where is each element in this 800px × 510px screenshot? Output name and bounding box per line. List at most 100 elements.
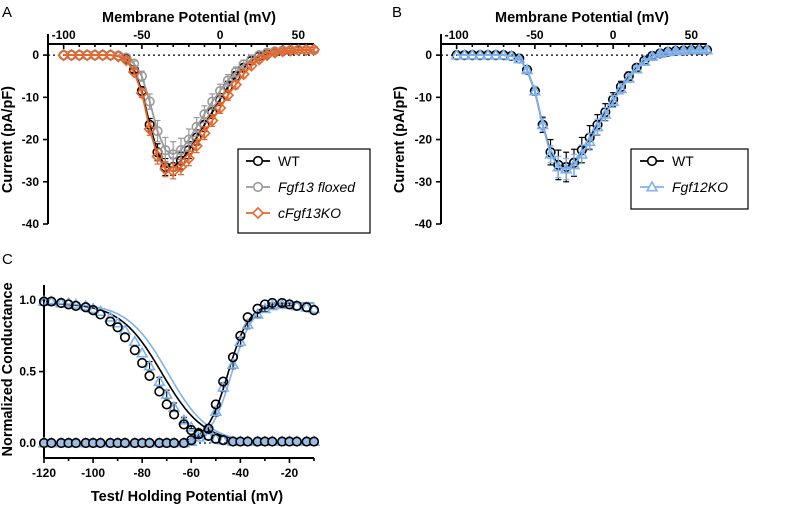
data-point [544,147,557,159]
x-tick-label: -100 [445,28,469,42]
legend-label-wt: WT [278,153,300,169]
data-point [221,88,235,102]
data-point [63,299,74,310]
data-point [143,122,156,136]
data-point [308,305,320,316]
panel-letter-b: B [392,4,402,21]
y-tick-label: 1.0 [19,293,36,307]
data-point [685,43,698,55]
data-point [79,299,93,311]
data-point [692,43,706,55]
data-point [70,300,82,311]
data-point [192,430,205,442]
data-point [178,419,190,430]
data-point [245,59,258,72]
data-point [267,436,278,447]
x-tick-label: 0 [610,28,617,42]
x-axis-label: Membrane Potential (mV) [495,10,669,26]
fit-curve-activation [44,302,314,444]
data-point [210,399,221,410]
data-point [144,96,155,107]
data-point [308,436,320,447]
data-point [700,43,714,55]
data-point [105,316,116,327]
data-point [622,71,636,83]
data-point [235,330,246,341]
x-axis-label: Test/ Holding Potential (mV) [91,489,283,505]
y-tick-label: -30 [22,175,40,189]
x-tick-label: -100 [52,28,76,42]
data-point [497,48,510,60]
inactivation-series-fgf12ko [37,295,321,447]
data-point [137,357,148,369]
data-point [450,48,463,60]
data-point [222,75,234,86]
data-point [190,139,203,153]
data-point [183,134,194,145]
x-tick-label: -50 [526,28,544,42]
x-tick-label: -20 [281,466,299,480]
y-tick-label: 0 [32,48,39,62]
data-point [112,50,125,63]
data-point [206,114,219,127]
data-point [209,405,223,417]
data-point [242,436,253,447]
y-axis-label: Current (pA/pF) [392,86,408,193]
data-point [259,299,271,310]
data-point [118,323,132,335]
data-point [552,160,565,172]
x-tick-label: -60 [183,466,201,480]
legend-marker [252,155,264,167]
data-point [199,109,210,120]
data-point [234,335,247,347]
panel-letter-c: C [2,251,13,268]
data-point [161,399,172,410]
data-point [291,436,302,447]
panel-a-chart: -100 -50 0 50 0 -10 -20 -30 -40 Membrane Potentia… [0,10,321,231]
data-point [536,118,549,130]
x-tick-label: -120 [32,466,56,480]
data-point [284,299,295,310]
data-point [241,317,255,329]
legend-label-fgf12ko: Fgf12KO [672,179,728,195]
data-point [160,387,174,399]
data-point [191,121,202,132]
panel-c-chart: -120 -100 -80 -60 -40 -20 0.0 0.5 1.0 Test/ Holdi… [0,282,321,505]
data-point [202,423,215,435]
data-point [528,84,542,96]
data-point [153,375,166,387]
data-point [38,296,50,307]
data-point [144,437,155,449]
data-point [606,95,620,107]
y-tick-label: -30 [415,175,433,189]
data-point [218,376,229,387]
inactivation-series-wt [38,296,320,447]
data-point [630,62,643,74]
data-point [193,429,204,440]
data-point [267,297,278,309]
data-point [226,357,240,369]
data-point [218,435,229,446]
y-tick-label: -40 [22,217,40,231]
data-point [129,345,140,356]
y-tick-label: -20 [22,133,40,147]
data-point [143,359,156,371]
y-tick-label: -40 [415,217,433,231]
data-point [458,48,471,60]
data-point [104,48,117,62]
legend-marker [251,206,265,220]
data-point [95,309,106,320]
data-point [575,147,589,159]
data-point [489,48,503,60]
data-point [136,71,147,82]
data-point [583,135,596,147]
legend-label-wt: WT [672,153,694,169]
x-tick-label: -80 [134,466,152,480]
x-tick-label: 0 [217,28,224,42]
legend-label-cfgf13ko: cFgf13KO [278,205,341,221]
data-point [174,160,188,174]
legend-marker [646,155,658,167]
panel-b-chart: -100 -50 0 50 0 -10 -20 -30 -40 Membrane Potentia… [392,10,714,231]
data-point [207,96,218,107]
data-point [591,120,604,132]
